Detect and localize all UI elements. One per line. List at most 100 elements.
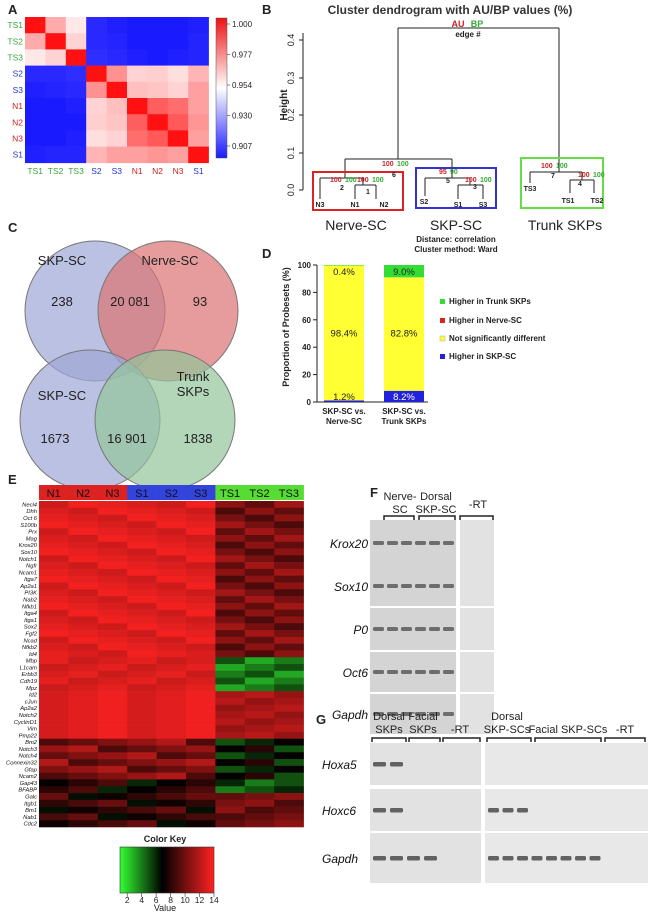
gel-band [415, 627, 426, 631]
heatmap-e-cell [186, 745, 216, 753]
heatmap-e-cell [39, 670, 69, 678]
heatmap-e-cell [156, 609, 187, 617]
gene-label: Cdh19 [20, 679, 38, 685]
heatmap-e-cell [156, 772, 187, 780]
heatmap-e-cell [215, 684, 246, 692]
heatmap-e-cell [97, 725, 128, 733]
heatmap-e-cell [68, 759, 99, 767]
heatmap-a-col-label: S3 [112, 166, 123, 176]
heatmap-e-cell [215, 759, 246, 767]
heatmap-e-cell [244, 731, 275, 740]
panel-d: D Proportion of Probesets (%) 0 20 40 60 80 1… [262, 246, 546, 426]
heatmap-e-cell [97, 806, 128, 814]
heatmap-e-cell [39, 521, 69, 529]
bp-value: 100 [593, 172, 605, 179]
heatmap-e-cell [156, 596, 187, 604]
heatmap-e-cell [97, 623, 128, 631]
heatmap-e-cell [97, 630, 128, 638]
heatmap-e-cell [215, 725, 246, 733]
legend-au: AU [452, 19, 465, 29]
heatmap-e-cell [156, 521, 187, 529]
bar-bottom-label: 1.2% [333, 392, 355, 403]
gene-label: Nfkb1 [22, 604, 37, 610]
bar-bottom-label: 8.2% [393, 392, 415, 403]
heatmap-e-cell [68, 507, 99, 515]
heatmap-e-cell [39, 548, 69, 556]
heatmap-a-cell [188, 146, 209, 164]
heatmap-e-cell [215, 636, 246, 644]
panel-f: F Nerve- SC Dorsal SKP-SC -RT Krox20 Sox1… [330, 485, 494, 734]
heatmap-e-cell [244, 630, 275, 638]
heatmap-e-cell [215, 630, 246, 638]
gene-label: S100b [20, 523, 38, 529]
heatmap-e-cell [68, 616, 99, 624]
ytick-label: 0.1 [286, 147, 296, 160]
bp-value: 100 [556, 163, 568, 170]
heatmap-a-cell [127, 98, 148, 115]
heatmap-e-cell [39, 582, 69, 590]
heatmap-e-cell [215, 793, 246, 801]
heatmap-e-cell [97, 528, 128, 536]
heatmap-a-cell [147, 17, 169, 34]
gel-band [443, 584, 454, 588]
gene-label: Gfap [24, 767, 37, 773]
gene-label: Itga7 [24, 577, 38, 583]
heatmap-e-group-bar [97, 485, 128, 500]
gel-band [401, 584, 412, 588]
heatmap-e-cell [97, 507, 128, 515]
heatmap-e-cell [215, 602, 246, 610]
heatmap-e-cell [127, 589, 157, 597]
gel-f-lane-panel [370, 694, 456, 734]
heatmap-e-cell [244, 643, 275, 651]
heatmap-e-cell [97, 514, 128, 522]
heatmap-e-cell [127, 738, 157, 746]
heatmap-e-cell [186, 501, 216, 509]
venn-top-left-count: 238 [51, 294, 73, 309]
gel-f-headers: Nerve- SC Dorsal SKP-SC -RT [383, 491, 487, 516]
heatmap-a-cell [188, 130, 209, 147]
heatmap-e-cell [68, 609, 99, 617]
gene-label: Bm2 [25, 740, 38, 746]
heatmap-e-cell [39, 528, 69, 536]
gene-label: Ncam2 [19, 774, 38, 780]
heatmap-e-cell [186, 623, 216, 631]
heatmap-e-cell [97, 759, 128, 767]
heatmap-e-cell [186, 670, 216, 678]
heatmap-e-cell [156, 718, 187, 726]
heatmap-e-cell [215, 596, 246, 604]
heatmap-e-cell [97, 521, 128, 529]
heatmap-e-cell [274, 718, 304, 726]
heatmap-e-cell [186, 575, 216, 583]
heatmap-a-cell [65, 81, 87, 99]
heatmap-e-cell [127, 555, 157, 563]
heatmap-e-cell [186, 507, 216, 515]
heatmap-a-cell [188, 65, 209, 83]
heatmap-e-cell [39, 657, 69, 665]
venn-bottom-left-count: 1673 [41, 431, 70, 446]
heatmap-e-cell [156, 643, 187, 651]
heatmap-e-cell [186, 793, 216, 801]
leaf-label: N3 [316, 202, 325, 209]
heatmap-a-cell [188, 17, 209, 34]
heatmap-a-cell [45, 81, 67, 99]
scale-label: 0.930 [232, 112, 253, 121]
heatmap-e-cell [156, 779, 187, 787]
gel-band [517, 856, 528, 861]
heatmap-a-row-labels: TS1 TS2 TS3 S2 S3 N1 N2 N3 S1 [7, 20, 23, 160]
heatmap-e-cell [97, 575, 128, 583]
heatmap-a-cell [106, 49, 128, 66]
heatmap-e-cell [156, 514, 187, 522]
heatmap-e-cell [68, 589, 99, 597]
venn-bottom-trunk-skps-circle [94, 349, 236, 491]
heatmap-e-cell [156, 589, 187, 597]
heatmap-e-cell [244, 507, 275, 515]
heatmap-e-cell [68, 521, 99, 529]
heatmap-e-cell [215, 820, 246, 828]
heatmap-e-cell [127, 731, 157, 740]
heatmap-a-cell [45, 130, 67, 147]
heatmap-a-cell [25, 49, 46, 66]
heatmap-e-cell [244, 521, 275, 529]
heatmap-e-cell [156, 759, 187, 767]
